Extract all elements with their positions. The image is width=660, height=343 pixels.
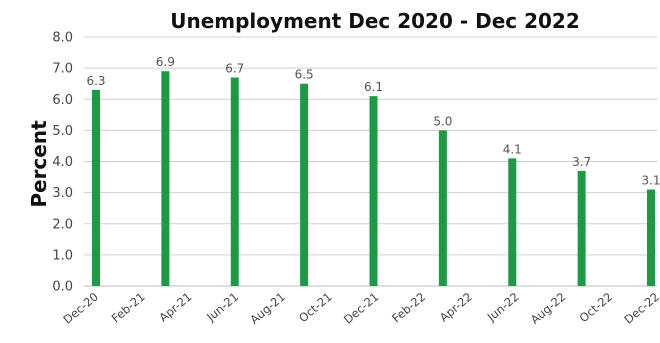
bar [508, 158, 517, 286]
x-tick-label: Feb-21 [109, 290, 148, 326]
data-label: 6.5 [295, 68, 314, 82]
y-tick-label: 0.0 [52, 280, 73, 295]
data-label: 6.1 [364, 80, 383, 94]
x-tick-label: Dec-22 [621, 290, 660, 327]
x-tick-label: Aug-22 [528, 290, 569, 327]
x-tick-label: Oct-21 [296, 290, 335, 326]
bars [92, 71, 655, 287]
x-tick-label: Feb-22 [389, 290, 428, 326]
x-tick-label: Apr-22 [437, 290, 475, 325]
data-label: 6.9 [156, 55, 175, 69]
bar [577, 170, 586, 286]
y-axis-ticks: 0.0 1.0 2.0 3.0 4.0 5.0 6.0 7.0 8.0 [52, 31, 73, 295]
bar [230, 77, 239, 287]
y-tick-label: 8.0 [52, 31, 73, 46]
bar [92, 89, 100, 286]
y-tick-label: 7.0 [52, 62, 73, 77]
y-tick-label: 5.0 [52, 124, 73, 139]
x-tick-label: Apr-21 [156, 290, 194, 325]
data-label: 6.3 [86, 74, 105, 88]
x-tick-label: Dec-21 [341, 290, 381, 327]
data-labels: 6.3 6.9 6.7 6.5 6.1 5.0 4.1 3.7 3.1 [86, 55, 660, 187]
x-tick-label: Aug-21 [247, 290, 288, 327]
y-tick-label: 6.0 [52, 93, 73, 108]
data-label: 3.1 [641, 174, 660, 188]
x-tick-label: Jun-22 [484, 290, 522, 325]
data-label: 4.1 [503, 142, 522, 156]
bar [438, 130, 447, 286]
x-tick-label: Jun-21 [203, 290, 241, 325]
data-label: 5.0 [433, 114, 452, 128]
x-axis-ticks: Dec-20 Feb-21 Apr-21 Jun-21 Aug-21 Oct-21 Dec-… [60, 290, 660, 327]
y-tick-label: 4.0 [52, 155, 73, 170]
bar [369, 96, 378, 286]
bar [300, 83, 309, 286]
x-tick-label: Dec-20 [60, 290, 100, 327]
bar [647, 189, 655, 286]
y-tick-label: 1.0 [52, 248, 73, 263]
data-label: 6.7 [225, 61, 244, 75]
y-axis-label: Percent [27, 120, 51, 208]
y-tick-label: 2.0 [52, 217, 73, 232]
data-label: 3.7 [572, 155, 591, 169]
chart-title: Unemployment Dec 2020 - Dec 2022 [170, 9, 580, 33]
x-tick-label: Oct-22 [577, 290, 616, 326]
bar [161, 71, 170, 286]
y-tick-label: 3.0 [52, 186, 73, 201]
